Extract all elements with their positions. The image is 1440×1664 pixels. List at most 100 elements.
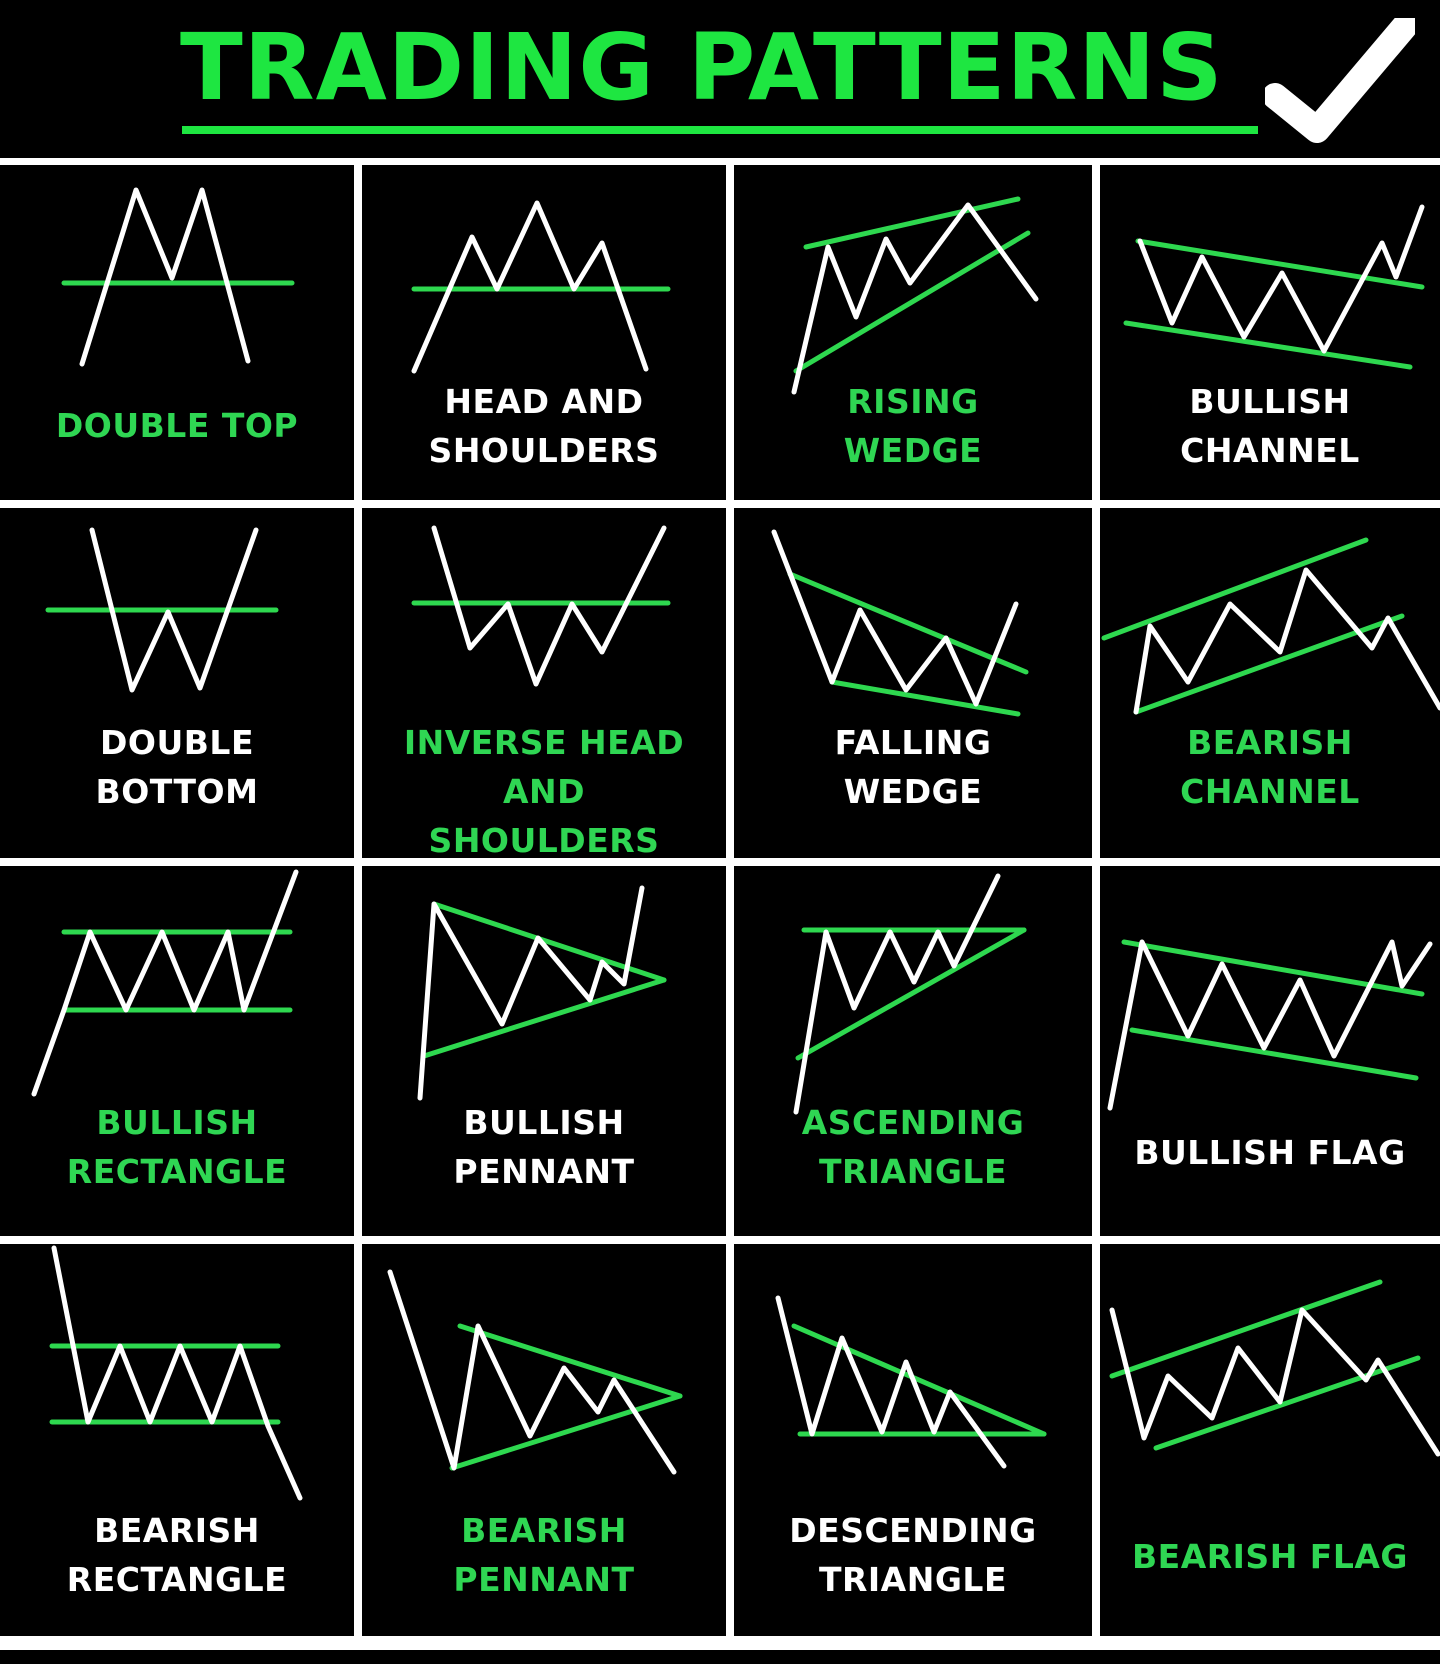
pattern-diagram-bearish-rectangle — [49, 1245, 303, 1501]
price-path — [411, 200, 649, 374]
guide-line-2 — [1129, 1027, 1419, 1081]
guide-line-1 — [787, 571, 1029, 675]
guide-line-1 — [457, 1323, 683, 1399]
pattern-label-line: RECTANGLE — [66, 1560, 288, 1599]
price-path — [771, 529, 1019, 707]
pattern-label-line: WEDGE — [843, 772, 983, 811]
price-path — [1133, 567, 1440, 715]
pattern-label-line: SHOULDERS — [428, 821, 660, 858]
pattern-label-line: HEAD AND — [444, 382, 644, 421]
guide-line-2 — [1123, 320, 1413, 370]
pattern-card-bearish-channel: BEARISH CHANNEL — [1100, 508, 1440, 858]
pattern-diagram-descending-triangle — [775, 1295, 1047, 1469]
pattern-label-line: WEDGE — [843, 431, 983, 470]
pattern-label: BEARISH FLAG — [1100, 1532, 1440, 1581]
price-path — [1107, 939, 1433, 1111]
guide-line-1 — [803, 196, 1021, 250]
price-path — [387, 1269, 677, 1475]
price-path — [51, 1245, 303, 1501]
pattern-label-line: BEARISH — [1187, 723, 1353, 762]
pattern-diagram-bullish-pennant — [417, 885, 667, 1101]
page-title: TRADING PATTERNS — [180, 14, 1224, 121]
price-path — [791, 202, 1039, 395]
price-path — [775, 1295, 1007, 1469]
pattern-label-line: DOUBLE — [100, 723, 254, 762]
pattern-diagram-ascending-triangle — [793, 873, 1027, 1115]
pattern-label-line: BULLISH — [463, 1103, 625, 1142]
pattern-card-bullish-rectangle: BULLISH RECTANGLE — [0, 866, 354, 1236]
pattern-diagram-bullish-rectangle — [31, 869, 299, 1097]
pattern-card-falling-wedge: FALLING WEDGE — [734, 508, 1092, 858]
price-path — [31, 869, 299, 1097]
pattern-label: INVERSE HEAD AND SHOULDERS — [362, 718, 726, 858]
pattern-label: BULLISH CHANNEL — [1100, 377, 1440, 475]
guide-line-2 — [1153, 1355, 1421, 1451]
pattern-label: DOUBLE TOP — [0, 401, 354, 450]
pattern-label-line: BEARISH — [94, 1511, 260, 1550]
guide-line-2 — [795, 927, 1027, 1061]
pattern-label: HEAD AND SHOULDERS — [362, 377, 726, 475]
pattern-label-line: DESCENDING — [789, 1511, 1037, 1550]
pattern-card-inverse-head-and-shoulders: INVERSE HEAD AND SHOULDERS — [362, 508, 726, 858]
pattern-card-double-bottom: DOUBLE BOTTOM — [0, 508, 354, 858]
pattern-label-line: PENNANT — [453, 1560, 635, 1599]
pattern-card-head-and-shoulders: HEAD AND SHOULDERS — [362, 165, 726, 500]
guide-line-1 — [1109, 1279, 1383, 1379]
pattern-label: RISING WEDGE — [734, 377, 1092, 475]
pattern-label: BEARISH RECTANGLE — [0, 1506, 354, 1604]
pattern-label: BULLISH PENNANT — [362, 1098, 726, 1196]
pattern-label-line: FALLING — [834, 723, 992, 762]
guide-line-2 — [449, 1393, 683, 1471]
pattern-card-bullish-pennant: BULLISH PENNANT — [362, 866, 726, 1236]
price-path — [793, 873, 1001, 1115]
pattern-diagram-double-bottom — [45, 527, 279, 693]
pattern-diagram-falling-wedge — [771, 529, 1029, 717]
pattern-diagram-bearish-channel — [1101, 537, 1440, 715]
guide-line-2 — [421, 977, 667, 1059]
pattern-diagram-bullish-flag — [1107, 939, 1433, 1111]
pattern-diagram-head-and-shoulders — [411, 200, 671, 374]
price-path — [431, 525, 667, 687]
pattern-card-descending-triangle: DESCENDING TRIANGLE — [734, 1244, 1092, 1636]
pattern-label-line: BULLISH — [96, 1103, 258, 1142]
guide-line-2 — [829, 679, 1021, 717]
pattern-card-rising-wedge: RISING WEDGE — [734, 165, 1092, 500]
pattern-label: DESCENDING TRIANGLE — [734, 1506, 1092, 1604]
pattern-diagram-bullish-channel — [1123, 204, 1425, 370]
pattern-label: BULLISH FLAG — [1100, 1128, 1440, 1177]
price-path — [417, 885, 645, 1101]
pattern-label-line: RISING — [847, 382, 979, 421]
guide-line-1 — [1101, 537, 1369, 641]
pattern-diagram-rising-wedge — [791, 196, 1039, 395]
pattern-label-line: CHANNEL — [1180, 431, 1360, 470]
pattern-card-bullish-channel: BULLISH CHANNEL — [1100, 165, 1440, 500]
pattern-label-line: BULLISH — [1189, 382, 1351, 421]
pattern-diagram-bearish-flag — [1109, 1279, 1440, 1457]
pattern-label-line: TRIANGLE — [818, 1560, 1007, 1599]
pattern-label-line: TRIANGLE — [818, 1152, 1007, 1191]
pattern-label-line: DOUBLE TOP — [55, 406, 299, 445]
pattern-label: BEARISH PENNANT — [362, 1506, 726, 1604]
title-underline — [182, 126, 1258, 134]
pattern-card-bearish-flag: BEARISH FLAG — [1100, 1244, 1440, 1636]
pattern-label: BEARISH CHANNEL — [1100, 718, 1440, 816]
pattern-label-line: PENNANT — [453, 1152, 635, 1191]
price-path — [1137, 204, 1425, 354]
pattern-label-line: CHANNEL — [1180, 772, 1360, 811]
pattern-label: FALLING WEDGE — [734, 718, 1092, 816]
price-path — [1109, 1307, 1440, 1457]
guide-line-1 — [1135, 238, 1425, 290]
pattern-label-line: RECTANGLE — [66, 1152, 288, 1191]
pattern-label-line: BEARISH FLAG — [1132, 1537, 1408, 1576]
pattern-label-line: BEARISH — [461, 1511, 627, 1550]
pattern-label: ASCENDING TRIANGLE — [734, 1098, 1092, 1196]
header: TRADING PATTERNS — [0, 0, 1440, 158]
pattern-diagram-double-top — [61, 187, 295, 367]
pattern-card-ascending-triangle: ASCENDING TRIANGLE — [734, 866, 1092, 1236]
pattern-label-line: BULLISH FLAG — [1134, 1133, 1406, 1172]
pattern-card-double-top: DOUBLE TOP — [0, 165, 354, 500]
pattern-diagram-inverse-head-and-shoulders — [411, 525, 671, 687]
pattern-label-line: SHOULDERS — [428, 431, 660, 470]
pattern-diagram-bearish-pennant — [387, 1269, 683, 1475]
pattern-label: DOUBLE BOTTOM — [0, 718, 354, 816]
